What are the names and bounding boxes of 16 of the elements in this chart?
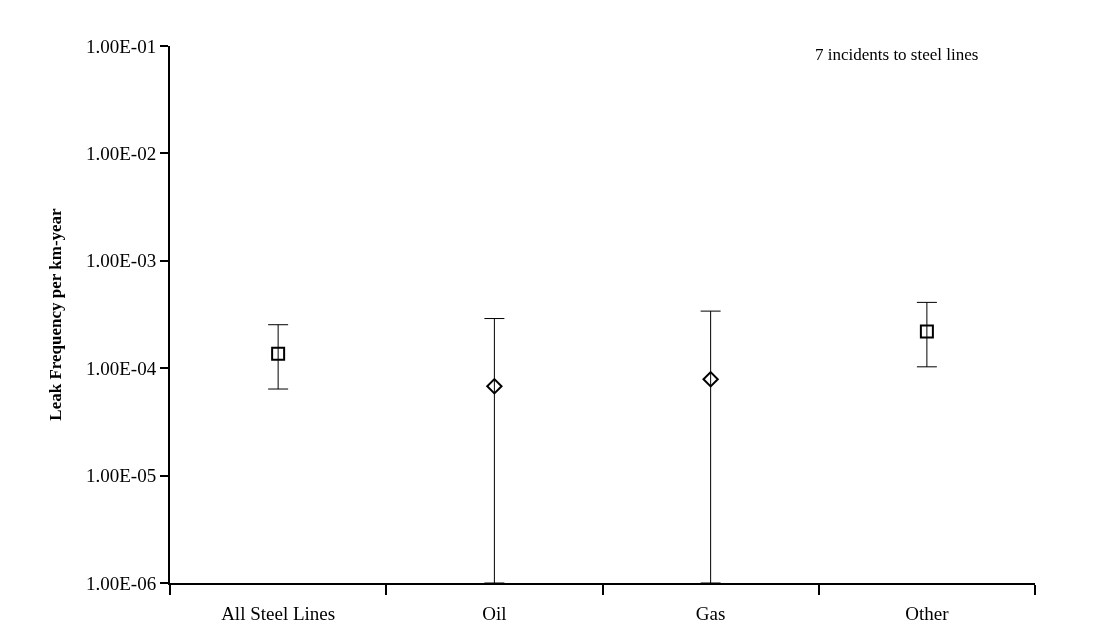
- point: [271, 346, 286, 361]
- y-axis-title: Leak Frequency per km-year: [46, 207, 66, 421]
- annotation: 7 incidents to steel lines: [815, 45, 979, 64]
- point: [702, 371, 719, 388]
- point: [486, 378, 503, 395]
- point: [919, 324, 934, 339]
- x-tick-label: Other: [905, 602, 950, 624]
- x-tick-label: Gas: [695, 602, 726, 624]
- y-tick-label: 1.00E-04: [86, 357, 157, 379]
- y-tick-label: 1.00E-06: [86, 572, 157, 594]
- y-tick-label: 1.00E-02: [86, 143, 157, 165]
- x-tick-label: All Steel Lines: [221, 602, 336, 624]
- x-tick-label: Oil: [482, 602, 507, 624]
- y-tick-label: 1.00E-01: [86, 35, 157, 57]
- y-tick-label: 1.00E-03: [86, 250, 157, 272]
- y-tick-label: 1.00E-05: [86, 465, 157, 487]
